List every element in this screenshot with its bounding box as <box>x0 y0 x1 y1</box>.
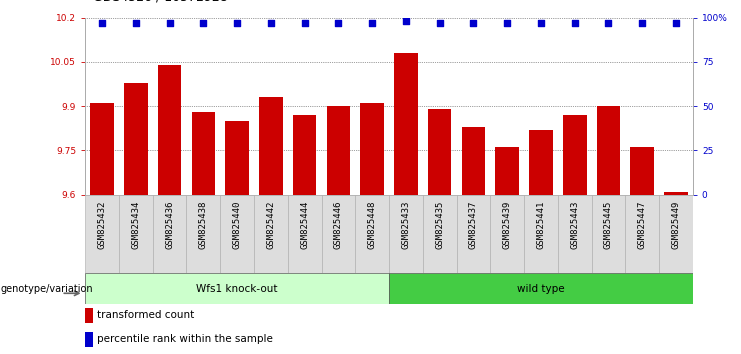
Text: GSM825443: GSM825443 <box>570 201 579 249</box>
Text: GSM825442: GSM825442 <box>266 201 276 249</box>
Bar <box>389 195 423 273</box>
Text: GSM825445: GSM825445 <box>604 201 613 249</box>
Bar <box>625 195 659 273</box>
Text: GSM825435: GSM825435 <box>435 201 444 249</box>
Bar <box>90 103 114 195</box>
Point <box>366 20 378 26</box>
Point <box>433 20 445 26</box>
Bar <box>85 273 389 304</box>
Point <box>670 20 682 26</box>
Text: GSM825433: GSM825433 <box>402 201 411 249</box>
Text: transformed count: transformed count <box>97 310 194 320</box>
Text: GSM825437: GSM825437 <box>469 201 478 249</box>
Point <box>231 20 243 26</box>
Point <box>96 20 108 26</box>
Bar <box>119 195 153 273</box>
Text: percentile rank within the sample: percentile rank within the sample <box>97 335 273 344</box>
Bar <box>389 273 693 304</box>
Point <box>535 20 547 26</box>
Text: GSM825436: GSM825436 <box>165 201 174 249</box>
Bar <box>491 195 524 273</box>
Bar <box>631 148 654 195</box>
Text: GSM825438: GSM825438 <box>199 201 208 249</box>
Text: GSM825434: GSM825434 <box>131 201 140 249</box>
Bar <box>423 195 456 273</box>
Point <box>501 20 513 26</box>
Bar <box>220 195 254 273</box>
Bar <box>529 130 553 195</box>
Bar <box>187 195 220 273</box>
Bar <box>597 106 620 195</box>
Text: GSM825440: GSM825440 <box>233 201 242 249</box>
Bar <box>288 195 322 273</box>
Point <box>569 20 581 26</box>
Bar <box>563 115 586 195</box>
Text: GSM825448: GSM825448 <box>368 201 376 249</box>
Point <box>265 20 277 26</box>
Bar <box>327 106 350 195</box>
Bar <box>85 308 93 323</box>
Point <box>333 20 345 26</box>
Bar <box>293 115 316 195</box>
Bar <box>225 121 249 195</box>
Text: GSM825432: GSM825432 <box>98 201 107 249</box>
Text: Wfs1 knock-out: Wfs1 knock-out <box>196 284 278 293</box>
Text: wild type: wild type <box>517 284 565 293</box>
Bar <box>85 195 119 273</box>
Text: GSM825441: GSM825441 <box>536 201 545 249</box>
Point <box>299 20 310 26</box>
Bar <box>191 112 215 195</box>
Text: GSM825447: GSM825447 <box>638 201 647 249</box>
Point <box>468 20 479 26</box>
Bar <box>456 195 491 273</box>
Bar <box>659 195 693 273</box>
Bar <box>462 127 485 195</box>
Bar <box>322 195 355 273</box>
Bar <box>524 195 558 273</box>
Bar <box>664 192 688 195</box>
Bar <box>558 195 591 273</box>
Point <box>164 20 176 26</box>
Bar <box>394 53 418 195</box>
Text: GSM825449: GSM825449 <box>671 201 680 249</box>
Bar <box>85 332 93 347</box>
Text: GSM825439: GSM825439 <box>502 201 512 249</box>
Text: genotype/variation: genotype/variation <box>1 284 93 293</box>
Point <box>197 20 209 26</box>
Bar <box>158 65 182 195</box>
Point <box>130 20 142 26</box>
Text: GDS4526 / 10572928: GDS4526 / 10572928 <box>93 0 227 4</box>
Bar <box>355 195 389 273</box>
Point <box>400 18 412 24</box>
Bar <box>360 103 384 195</box>
Bar <box>495 148 519 195</box>
Bar <box>259 97 282 195</box>
Text: GSM825444: GSM825444 <box>300 201 309 249</box>
Point <box>602 20 614 26</box>
Point <box>637 20 648 26</box>
Bar <box>153 195 187 273</box>
Bar <box>428 109 451 195</box>
Bar <box>254 195 288 273</box>
Bar <box>124 82 147 195</box>
Text: GSM825446: GSM825446 <box>334 201 343 249</box>
Bar <box>591 195 625 273</box>
